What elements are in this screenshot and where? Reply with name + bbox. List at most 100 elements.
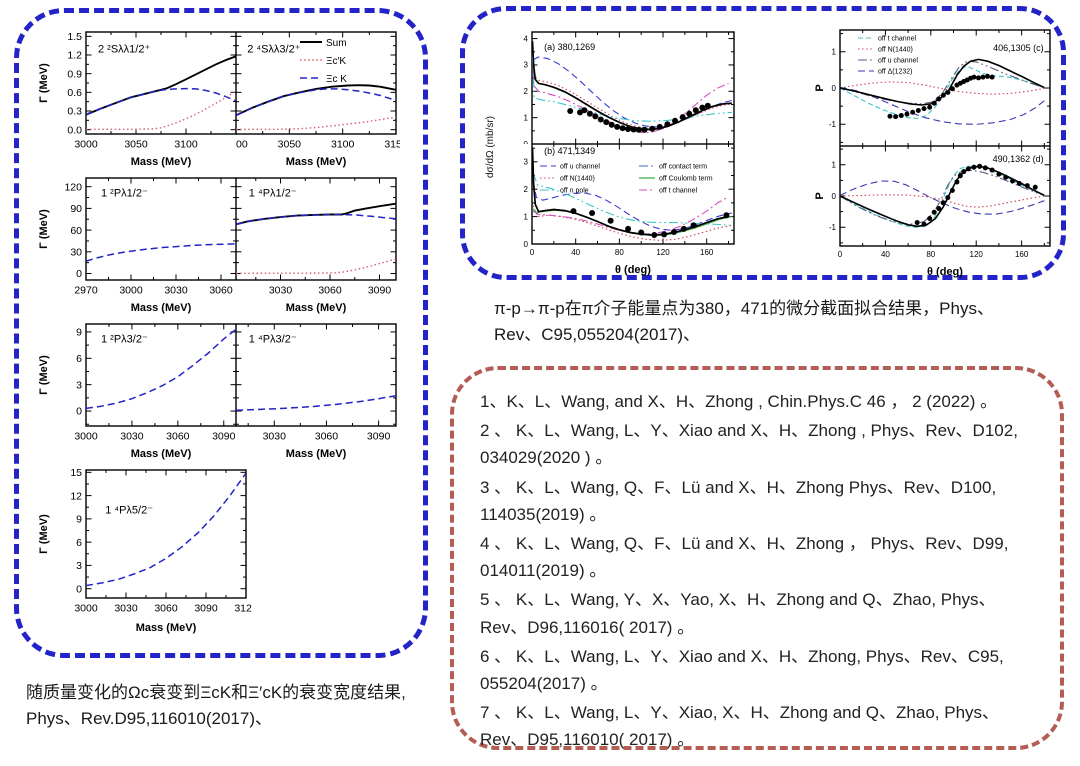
- svg-text:6: 6: [76, 353, 82, 365]
- svg-text:3030: 3030: [269, 285, 293, 297]
- svg-text:3000: 3000: [236, 139, 248, 151]
- svg-text:0: 0: [832, 192, 837, 201]
- svg-text:0.3: 0.3: [67, 106, 82, 118]
- svg-text:1: 1: [524, 113, 529, 122]
- dcs-y-axis-label: dσ/dΩ (mb/sr): [485, 116, 496, 178]
- svg-text:off n pole: off n pole: [560, 188, 589, 195]
- chart-2s-1half: 3000 3050 3100 0.0 0.3 0.6 0.9 1.2 1.5 2 ²Sλλ1/2⁺…: [36, 26, 238, 175]
- chart-dcs-471: 0 40 80 120 160 0 1 2 3 (b) 471,1349 θ (deg) off u …: [506, 143, 738, 283]
- svg-text:3: 3: [524, 61, 529, 70]
- svg-text:0: 0: [530, 248, 535, 257]
- reference-list: 1、K、L、Wang, and X、H、Zhong , Chin.Phys.C …: [480, 388, 1040, 755]
- chart-1p-1half-quartet: 3030 3060 3090 1 ⁴Pλ1/2⁻ Mass (MeV): [235, 172, 400, 321]
- chart-polarization-490: 0 40 80 120 160 -1 0 1 490,1362 (d) θ (deg) P: [812, 145, 1056, 285]
- svg-text:0: 0: [76, 406, 82, 418]
- svg-text:3060: 3060: [154, 603, 178, 615]
- svg-text:2: 2: [524, 185, 529, 194]
- svg-text:0: 0: [524, 240, 529, 249]
- svg-text:3100: 3100: [331, 139, 355, 151]
- svg-text:0.9: 0.9: [67, 68, 82, 80]
- svg-text:0.0: 0.0: [67, 124, 82, 136]
- reference-item: 2 、 K、L、Wang, L、Y、Xiao and X、H、Zhong , P…: [480, 421, 1018, 468]
- svg-text:θ (deg): θ (deg): [615, 264, 651, 276]
- svg-text:3060: 3060: [315, 431, 339, 443]
- svg-text:-1: -1: [829, 223, 837, 232]
- svg-text:θ (deg): θ (deg): [927, 266, 963, 278]
- svg-text:40: 40: [881, 250, 890, 259]
- svg-text:120: 120: [64, 181, 82, 193]
- reference-item: 3 、 K、L、Wang, Q、F、Lü and X、H、Zhong Phys、…: [480, 477, 997, 524]
- svg-text:9: 9: [76, 514, 82, 526]
- svg-text:2 ²Sλλ1/2⁺: 2 ²Sλλ1/2⁺: [98, 43, 150, 55]
- reference-item: 6 、 K、L、Wang, L、Y、Xiao and X、H、Zhong, Ph…: [480, 646, 1004, 693]
- svg-text:3090: 3090: [368, 285, 392, 297]
- svg-text:3030: 3030: [164, 285, 188, 297]
- svg-text:40: 40: [571, 248, 580, 257]
- svg-text:1 ²Pλ1/2⁻: 1 ²Pλ1/2⁻: [101, 187, 148, 199]
- svg-text:Ξc′K: Ξc′K: [326, 56, 346, 67]
- svg-text:3: 3: [524, 158, 529, 167]
- svg-text:-1: -1: [829, 120, 837, 129]
- svg-text:30: 30: [70, 246, 82, 258]
- svg-text:Γ (MeV): Γ (MeV): [38, 514, 50, 554]
- references-box: [450, 366, 1064, 750]
- svg-text:P: P: [814, 84, 826, 91]
- reference-item: 5 、 K、L、Wang, Y、X、Yao, X、H、Zhong and Q、Z…: [480, 590, 996, 637]
- chart-dcs-380: 01234(a) 380,1269: [506, 26, 738, 149]
- svg-text:15: 15: [70, 467, 82, 479]
- svg-text:160: 160: [700, 248, 714, 257]
- svg-text:2970: 2970: [74, 285, 98, 297]
- svg-text:1 ²Pλ3/2⁻: 1 ²Pλ3/2⁻: [101, 333, 148, 345]
- svg-text:Sum: Sum: [326, 38, 347, 49]
- svg-text:2: 2: [524, 87, 529, 96]
- svg-text:0: 0: [838, 250, 843, 259]
- svg-text:3060: 3060: [166, 431, 190, 443]
- svg-text:1 ⁴Pλ1/2⁻: 1 ⁴Pλ1/2⁻: [249, 187, 297, 199]
- svg-text:3050: 3050: [278, 139, 302, 151]
- svg-text:3100: 3100: [174, 139, 198, 151]
- svg-text:1.2: 1.2: [67, 50, 82, 62]
- svg-text:3050: 3050: [124, 139, 148, 151]
- svg-text:Γ (MeV): Γ (MeV): [38, 209, 50, 249]
- svg-text:80: 80: [615, 248, 624, 257]
- reference-item: 1、K、L、Wang, and X、H、Zhong , Chin.Phys.C …: [480, 392, 998, 411]
- svg-text:60: 60: [70, 225, 82, 237]
- svg-text:1: 1: [524, 212, 529, 221]
- svg-text:120: 120: [656, 248, 670, 257]
- svg-text:6: 6: [76, 537, 82, 549]
- svg-text:off u channel: off u channel: [878, 58, 918, 65]
- svg-text:Mass (MeV): Mass (MeV): [286, 448, 347, 460]
- svg-text:Γ (MeV): Γ (MeV): [38, 355, 50, 395]
- svg-text:3030: 3030: [263, 431, 287, 443]
- svg-text:3000: 3000: [74, 431, 98, 443]
- svg-text:Mass (MeV): Mass (MeV): [286, 156, 347, 168]
- svg-text:0: 0: [76, 583, 82, 595]
- svg-text:3030: 3030: [120, 431, 144, 443]
- svg-text:P: P: [814, 192, 826, 199]
- svg-text:Mass (MeV): Mass (MeV): [136, 622, 197, 634]
- svg-text:off contact term: off contact term: [659, 164, 707, 171]
- svg-text:1: 1: [832, 161, 837, 170]
- svg-text:4: 4: [524, 34, 529, 43]
- svg-text:80: 80: [926, 250, 935, 259]
- svg-text:off u channel: off u channel: [560, 164, 600, 171]
- svg-text:Mass (MeV): Mass (MeV): [286, 302, 347, 314]
- svg-text:120: 120: [970, 250, 984, 259]
- svg-text:3060: 3060: [318, 285, 342, 297]
- svg-text:off t channel: off t channel: [878, 36, 916, 43]
- svg-text:9: 9: [76, 327, 82, 339]
- chart-1p-3half-quartet: 3030 3060 3090 1 ⁴Pλ3/2⁻ Mass (MeV): [235, 318, 400, 467]
- svg-text:(b) 471,1349: (b) 471,1349: [544, 146, 595, 156]
- svg-text:3: 3: [76, 560, 82, 572]
- svg-text:3030: 3030: [114, 603, 138, 615]
- svg-text:1 ⁴Pλ5/2⁻: 1 ⁴Pλ5/2⁻: [105, 505, 153, 517]
- svg-text:0: 0: [832, 84, 837, 93]
- svg-text:0.6: 0.6: [67, 87, 82, 99]
- svg-text:off N(1440): off N(1440): [560, 176, 595, 183]
- svg-text:406,1305 (c): 406,1305 (c): [993, 43, 1044, 53]
- chart-1p-3half-doublet: 3000 3030 3060 3090 0 3 6 9 1 ²Pλ3/2⁻ Mass (MeV) Γ…: [36, 318, 238, 467]
- svg-text:(a) 380,1269: (a) 380,1269: [544, 42, 595, 52]
